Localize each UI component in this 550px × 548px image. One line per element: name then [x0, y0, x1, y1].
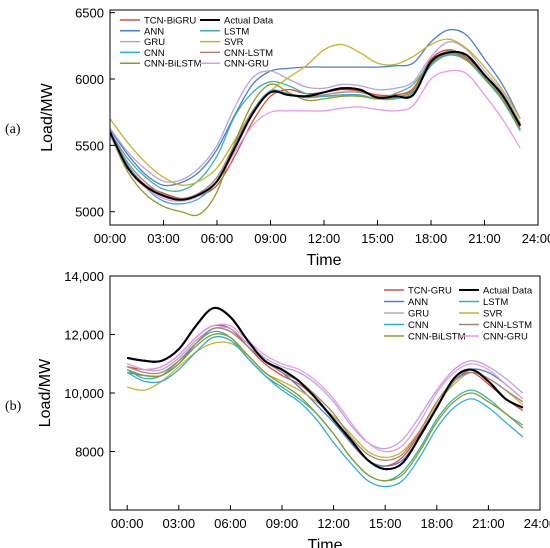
series-line-tcn-bigru	[110, 49, 521, 200]
series-line-gru	[126, 326, 524, 450]
y-tick-label: 6500	[75, 6, 104, 21]
legend: TCN-GRU Actual Data ANN LSTM GRU SVR CNN CNN-LS…	[384, 286, 533, 343]
legend-label: CNN-BiLSTM	[408, 332, 466, 343]
plot-frame	[109, 9, 539, 226]
x-axis-title: Time	[307, 252, 342, 269]
series-line-ann	[110, 28, 521, 187]
chart-panel-b: 00:00 03:00 06:00 09:00 12:00 15:00 18:00 21:00…	[5, 269, 550, 548]
x-tick-label: 15:00	[369, 516, 402, 531]
legend-label: CNN-BiLSTM	[144, 59, 202, 70]
x-tick-label: 12:00	[317, 516, 350, 531]
series-lines	[126, 306, 524, 488]
legend-label: Actual Data	[224, 16, 274, 27]
legend-label: CNN	[408, 320, 429, 331]
y-tick-label: 10,000	[64, 386, 104, 401]
series-line-actual-data-top	[110, 50, 522, 201]
legend-label: Actual Data	[483, 286, 533, 297]
series-line-ann	[127, 327, 524, 467]
series-line-svr	[127, 341, 524, 459]
x-axis-title: Time	[308, 537, 343, 548]
x-tick-label: 21:00	[472, 516, 505, 531]
y-tick-label: 6000	[75, 72, 104, 87]
y-axis-title: Load/MW	[39, 82, 56, 151]
series-line-cnn-bilstm	[126, 333, 524, 482]
series-lines	[110, 28, 522, 217]
x-tick-label: 15:00	[361, 231, 394, 246]
legend-label: LSTM	[483, 297, 508, 308]
legend-label: ANN	[144, 26, 164, 37]
legend-label: GRU	[144, 37, 165, 48]
series-line-cnn-lstm	[126, 327, 524, 461]
y-axis-title: Load/MW	[37, 358, 54, 427]
series-line-cnn-gru	[110, 69, 521, 202]
x-tick-label: 06:00	[214, 516, 247, 531]
x-tick-label: 12:00	[308, 231, 341, 246]
series-line-actual-data	[110, 50, 522, 201]
series-line-cnn	[126, 335, 524, 488]
legend-label: SVR	[224, 37, 244, 48]
y-tick-label: 8000	[75, 445, 104, 460]
legend-label: TCN-GRU	[408, 286, 452, 297]
series-line-svr	[110, 38, 521, 186]
y-tick-label: 12,000	[64, 328, 104, 343]
x-tick-label: 00:00	[94, 231, 127, 246]
legend-label: LSTM	[224, 26, 249, 37]
panel-label: (b)	[5, 399, 22, 414]
chart-panel-a: 00:00 03:00 06:00 09:00 12:00 15:00 18:00 21:00…	[5, 6, 550, 269]
legend-label: SVR	[483, 309, 503, 320]
legend-label: CNN-GRU	[483, 332, 528, 343]
x-tick-label: 18:00	[421, 516, 454, 531]
x-tick-label: 18:00	[415, 231, 448, 246]
series-line-cnn-lstm	[110, 52, 521, 200]
x-tick-label: 24:00	[522, 231, 550, 246]
legend-label: GRU	[408, 309, 429, 320]
panel-label: (a)	[5, 122, 21, 137]
x-tick-label: 00:00	[111, 516, 144, 531]
legend-label: CNN-GRU	[224, 59, 269, 70]
y-tick-label: 5500	[75, 138, 104, 153]
x-tick-label: 03:00	[163, 516, 196, 531]
x-tick-label: 06:00	[201, 231, 234, 246]
series-line-cnn-gru	[126, 323, 524, 453]
legend-label: CNN-LSTM	[224, 48, 273, 59]
x-tick-label: 09:00	[266, 516, 299, 531]
series-line-actual-data-top	[127, 306, 524, 471]
legend-label: CNN-LSTM	[483, 320, 532, 331]
x-tick-label: 24:00	[524, 516, 550, 531]
series-line-cnn	[110, 54, 521, 205]
series-line-gru	[110, 41, 521, 183]
y-tick-label: 5000	[75, 205, 104, 220]
x-tick-label: 21:00	[468, 231, 501, 246]
y-tick-label: 14,000	[64, 269, 104, 284]
legend-label: TCN-BiGRU	[144, 16, 196, 27]
x-tick-label: 03:00	[147, 231, 180, 246]
legend-label: ANN	[408, 297, 428, 308]
series-line-lstm	[110, 50, 521, 192]
legend-label: CNN	[144, 48, 165, 59]
x-tick-label: 09:00	[254, 231, 287, 246]
